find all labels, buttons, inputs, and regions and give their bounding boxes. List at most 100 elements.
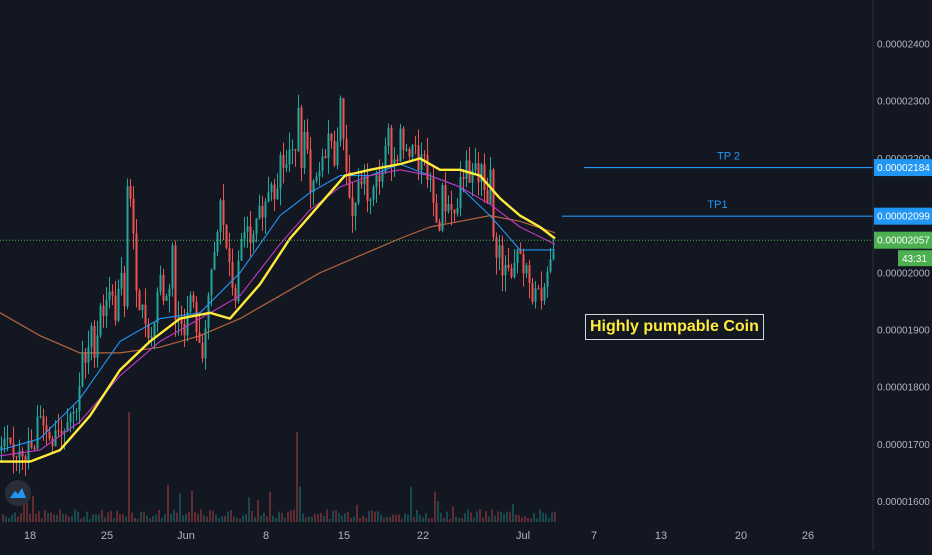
volume-bar: [101, 510, 103, 522]
volume-bar: [326, 509, 328, 522]
candle-body: [228, 247, 231, 263]
volume-bar: [83, 516, 85, 522]
volume-bar: [107, 512, 109, 522]
volume-bar: [17, 516, 19, 522]
candle-body: [180, 317, 183, 324]
volume-bar: [44, 510, 46, 522]
candle-body: [411, 144, 414, 157]
volume-bar: [233, 516, 235, 522]
candle-body: [303, 131, 306, 169]
volume-bar: [140, 511, 142, 522]
candle-body: [57, 430, 60, 432]
candle-body: [156, 291, 159, 323]
candle-body: [210, 269, 213, 296]
candle-body: [159, 274, 162, 292]
volume-bar: [437, 500, 439, 522]
volume-bar: [395, 515, 397, 522]
candle-body: [162, 274, 165, 301]
candle-body: [294, 149, 297, 151]
volume-bar: [299, 486, 301, 522]
annotation-box[interactable]: Highly pumpable Coin: [585, 314, 764, 340]
candle-body: [321, 156, 324, 172]
volume-bar: [53, 514, 55, 522]
time-tick: Jun: [177, 530, 195, 542]
candle-body: [525, 265, 528, 274]
time-axis[interactable]: 18 25 Jun 8 15 22 Jul 7 13 20 26: [24, 530, 814, 542]
volume-bar: [428, 518, 430, 522]
volume-bar: [542, 512, 544, 522]
ma-path: [0, 215, 556, 354]
volume-bar: [365, 517, 367, 522]
candle-body: [426, 154, 429, 180]
volume-bar: [80, 518, 82, 522]
candle-body: [168, 288, 171, 297]
volume-bar: [290, 510, 292, 522]
volume-bar: [284, 517, 286, 522]
candle-body: [102, 305, 105, 316]
volume-bar: [296, 432, 298, 522]
candle-body: [30, 441, 33, 448]
volume-bar: [494, 515, 496, 522]
candle-body: [231, 262, 234, 288]
volume-bar: [383, 517, 385, 522]
candle-body: [21, 450, 24, 457]
volume-bar: [389, 516, 391, 522]
volume-bar: [392, 514, 394, 522]
candle-body: [519, 249, 522, 254]
candle-body: [369, 199, 372, 201]
volume-bar: [338, 512, 340, 522]
price-tick: 0.00001800: [877, 383, 930, 394]
volume-bar: [548, 518, 550, 522]
candle-body: [336, 141, 339, 166]
volume-bar: [8, 518, 10, 522]
candle-body: [126, 186, 129, 307]
candle-body: [45, 425, 48, 432]
volume-bar: [239, 518, 241, 522]
candle-body: [534, 288, 537, 302]
volume-bar: [446, 511, 448, 522]
candle-body: [141, 304, 144, 311]
volume-bar: [302, 513, 304, 522]
volume-bar: [224, 515, 226, 522]
tradingview-logo[interactable]: [5, 480, 31, 506]
volume-bar: [521, 517, 523, 522]
candle-body: [444, 185, 447, 212]
candle-body: [129, 186, 132, 199]
candle-body: [375, 175, 378, 188]
candle-body: [105, 299, 108, 316]
volume-bar: [362, 515, 364, 522]
candle-body: [423, 154, 426, 156]
volume-bar: [215, 514, 217, 522]
volume-bar: [404, 513, 406, 522]
candle-body: [198, 332, 201, 343]
volume-bar: [164, 514, 166, 522]
candle-body: [402, 128, 405, 151]
candle-body: [48, 431, 51, 439]
candle-body: [528, 265, 531, 283]
candle-body: [390, 127, 393, 167]
candle-body: [288, 149, 291, 165]
volume-bar: [353, 516, 355, 522]
volume-bar: [491, 509, 493, 522]
candle-body: [414, 144, 417, 146]
volume-bar: [287, 511, 289, 522]
take-profit-levels: TP 2 TP1: [562, 151, 873, 217]
candle-body: [255, 218, 258, 235]
volume-bar: [104, 517, 106, 522]
candle-body: [234, 287, 237, 302]
volume-bar: [485, 511, 487, 522]
candle-body: [450, 204, 453, 210]
volume-bar: [329, 518, 331, 522]
volume-bar: [212, 510, 214, 522]
candle-body: [504, 264, 507, 276]
candle-body: [510, 268, 513, 277]
volume-bar: [92, 514, 94, 522]
price-axis[interactable]: 0.000024000.000023000.000022000.00002100…: [877, 40, 930, 509]
volume-bar: [197, 513, 199, 522]
volume-bar: [95, 514, 97, 522]
candle-body: [249, 226, 252, 243]
price-labels: 0.00002184 0.00002099 0.00002057 43:31: [874, 159, 932, 267]
candle-body: [396, 159, 399, 162]
